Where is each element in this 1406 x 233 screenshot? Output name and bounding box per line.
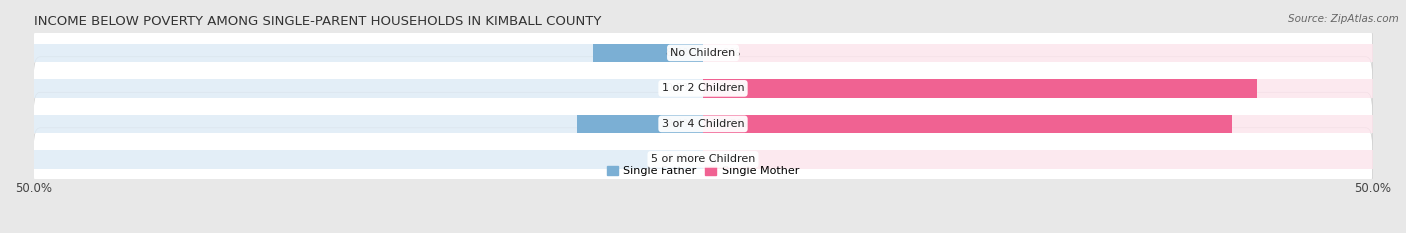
FancyBboxPatch shape xyxy=(34,21,1372,85)
Text: 0.0%: 0.0% xyxy=(665,83,693,93)
Text: 3 or 4 Children: 3 or 4 Children xyxy=(662,119,744,129)
FancyBboxPatch shape xyxy=(34,128,1372,191)
Legend: Single Father, Single Mother: Single Father, Single Mother xyxy=(602,161,804,181)
Bar xyxy=(576,115,703,133)
Text: 0.0%: 0.0% xyxy=(665,154,693,164)
Bar xyxy=(34,115,703,133)
Bar xyxy=(703,79,1372,98)
FancyBboxPatch shape xyxy=(34,92,1372,155)
Text: 41.4%: 41.4% xyxy=(713,83,748,93)
Text: No Children: No Children xyxy=(671,48,735,58)
Text: Source: ZipAtlas.com: Source: ZipAtlas.com xyxy=(1288,14,1399,24)
Text: 8.2%: 8.2% xyxy=(665,48,693,58)
Bar xyxy=(34,44,703,62)
Text: 39.5%: 39.5% xyxy=(713,119,748,129)
Text: 1 or 2 Children: 1 or 2 Children xyxy=(662,83,744,93)
Text: 9.4%: 9.4% xyxy=(665,119,693,129)
Text: 5 or more Children: 5 or more Children xyxy=(651,154,755,164)
Bar xyxy=(703,150,1372,169)
Bar xyxy=(593,44,703,62)
Bar xyxy=(34,79,703,98)
Bar xyxy=(703,115,1372,133)
FancyBboxPatch shape xyxy=(34,57,1372,120)
Text: 0.0%: 0.0% xyxy=(713,154,741,164)
Bar xyxy=(34,150,703,169)
Bar xyxy=(703,79,1257,98)
Text: INCOME BELOW POVERTY AMONG SINGLE-PARENT HOUSEHOLDS IN KIMBALL COUNTY: INCOME BELOW POVERTY AMONG SINGLE-PARENT… xyxy=(34,15,600,28)
Bar xyxy=(703,115,1232,133)
Text: 0.0%: 0.0% xyxy=(713,48,741,58)
Bar xyxy=(703,44,1372,62)
